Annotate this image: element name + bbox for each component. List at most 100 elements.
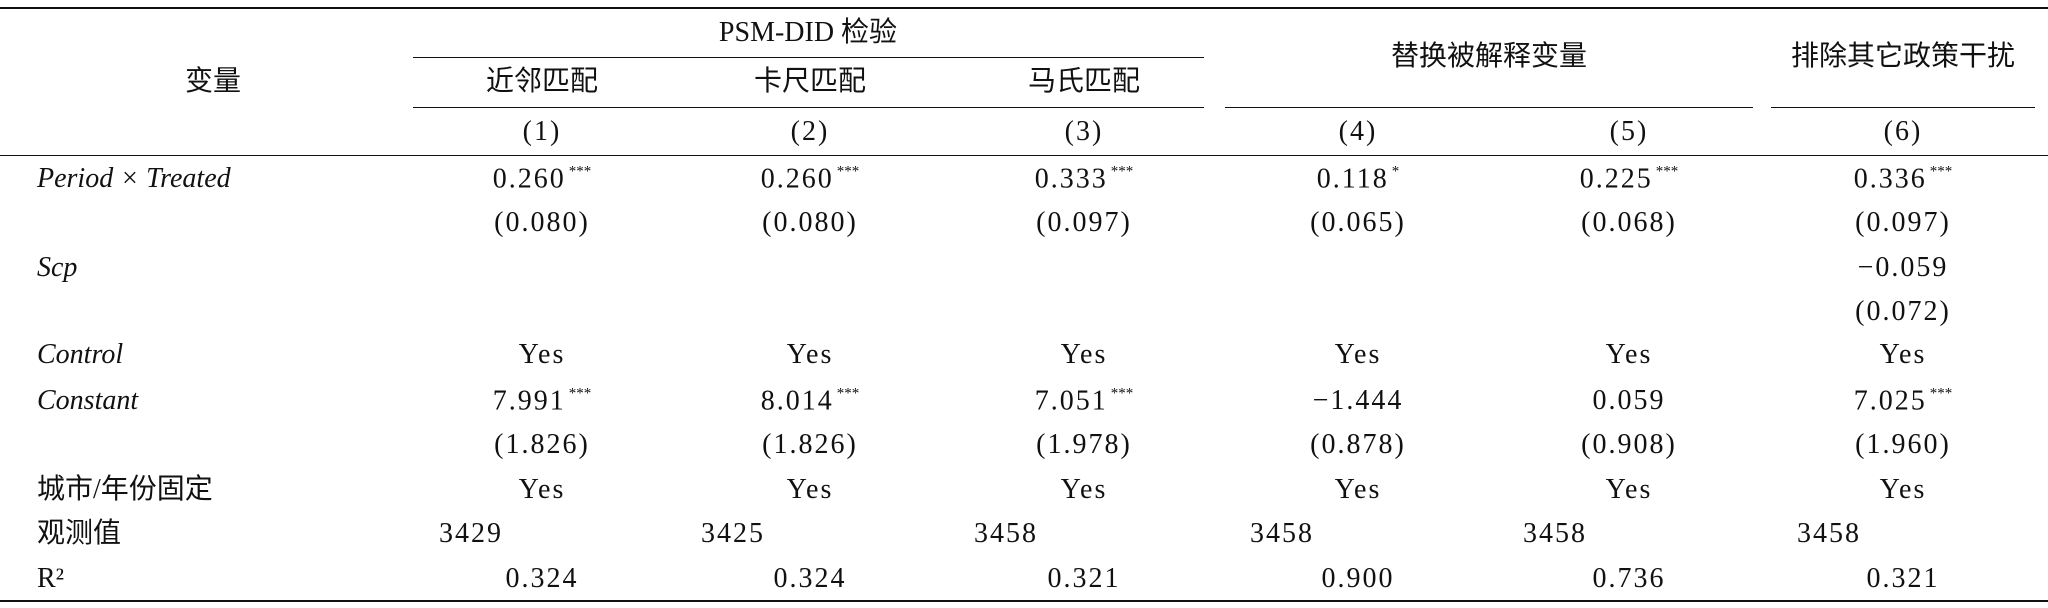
cell-value: 0.260 xyxy=(760,163,834,195)
table-cell: 0.736 xyxy=(1593,565,1666,593)
significance-stars: *** xyxy=(836,163,860,180)
cell-value: (0.080) xyxy=(494,207,590,238)
table-cell: 0.059 xyxy=(1593,387,1666,415)
bottom-rule xyxy=(0,600,2048,602)
cell-value: Yes xyxy=(518,474,566,505)
row-label: 城市/年份固定 xyxy=(37,474,213,505)
table-cell: Yes xyxy=(1061,341,1108,369)
cell-value: 7.025 xyxy=(1853,385,1927,417)
cell-value: 0.324 xyxy=(773,563,847,594)
table-cell: Yes xyxy=(1061,476,1108,504)
cell-value: −1.444 xyxy=(1312,385,1404,416)
cell-value: 0.321 xyxy=(1047,563,1121,594)
table-cell: 3429 xyxy=(439,520,503,548)
significance-stars: * xyxy=(1391,163,1400,180)
table-cell: (1.826) xyxy=(494,431,590,459)
cell-value: Yes xyxy=(1334,339,1382,370)
table-cell: 7.991 *** xyxy=(492,385,592,417)
table-cell: 0.321 xyxy=(1048,565,1121,593)
row-label: 观测值 xyxy=(37,518,122,549)
table-cell: −1.444 xyxy=(1313,387,1404,415)
group-rule xyxy=(413,57,1204,58)
cell-value: Yes xyxy=(1879,339,1927,370)
table-cell: (0.097) xyxy=(1036,209,1132,237)
table-cell: Yes xyxy=(519,476,566,504)
column-number: (1) xyxy=(522,116,562,147)
table-cell: (1.960) xyxy=(1855,431,1951,459)
table-cell: 3458 xyxy=(1797,520,1861,548)
header-rule xyxy=(0,155,2048,156)
table-cell: 0.118 * xyxy=(1316,163,1400,195)
cell-value: (1.826) xyxy=(762,429,858,460)
significance-stars: *** xyxy=(1929,163,1953,180)
table-cell: 0.324 xyxy=(506,565,579,593)
cell-value: Yes xyxy=(1879,474,1927,505)
group-rule xyxy=(1225,107,1753,108)
column-number: (6) xyxy=(1883,116,1923,147)
table-cell: (0.080) xyxy=(762,209,858,237)
column-number: (2) xyxy=(790,116,830,147)
table-cell: 3425 xyxy=(701,520,765,548)
table-cell: 0.336 *** xyxy=(1853,163,1953,195)
cell-value: (1.978) xyxy=(1036,429,1132,460)
table-cell: 0.260 *** xyxy=(492,163,592,195)
subheader-cell: 卡尺匹配 xyxy=(753,66,867,97)
cell-value: 7.991 xyxy=(492,385,566,417)
column-number: (3) xyxy=(1064,116,1104,147)
cell-value: 0.059 xyxy=(1592,385,1666,416)
cell-value: 0.260 xyxy=(492,163,566,195)
cell-value: (0.072) xyxy=(1855,296,1951,327)
cell-value: 0.336 xyxy=(1853,163,1927,195)
cell-value: −0.059 xyxy=(1857,252,1949,283)
cell-value: (0.097) xyxy=(1855,207,1951,238)
cell-value: 3458 xyxy=(974,518,1038,549)
header-cell: 排除其它政策干扰 xyxy=(1790,41,2016,72)
row-label: Control xyxy=(37,339,124,370)
table-cell: 0.900 xyxy=(1322,565,1395,593)
cell-value: (0.908) xyxy=(1581,429,1677,460)
cell-value: Yes xyxy=(1334,474,1382,505)
cell-value: 8.014 xyxy=(760,385,834,417)
cell-value: Yes xyxy=(518,339,566,370)
cell-value: Yes xyxy=(1605,339,1653,370)
table-cell: 3458 xyxy=(1523,520,1587,548)
table-cell: (1.826) xyxy=(762,431,858,459)
table-cell: (0.097) xyxy=(1855,209,1951,237)
cell-value: 3425 xyxy=(701,518,765,549)
cell-value: (0.097) xyxy=(1036,207,1132,238)
table-cell: (0.065) xyxy=(1310,209,1406,237)
row-label: R² xyxy=(37,563,65,594)
cell-value: (0.080) xyxy=(762,207,858,238)
table-cell: Yes xyxy=(787,341,834,369)
table-cell: 0.225 *** xyxy=(1579,163,1679,195)
column-number: (4) xyxy=(1338,116,1378,147)
cell-value: 0.736 xyxy=(1592,563,1666,594)
row-label: Scp xyxy=(37,252,78,283)
table-cell: 8.014 *** xyxy=(760,385,860,417)
table-cell: 3458 xyxy=(1250,520,1314,548)
significance-stars: *** xyxy=(568,163,592,180)
cell-value: 0.118 xyxy=(1316,163,1389,195)
cell-value: 0.321 xyxy=(1866,563,1940,594)
cell-value: (0.068) xyxy=(1581,207,1677,238)
cell-value: 0.225 xyxy=(1579,163,1653,195)
table-cell: Yes xyxy=(1880,476,1927,504)
table-cell: 0.333 *** xyxy=(1035,163,1134,194)
cell-value: 7.051 xyxy=(1034,385,1108,417)
column-number: (5) xyxy=(1609,116,1649,147)
table-cell: 7.051 *** xyxy=(1034,385,1134,417)
header-cell: PSM-DID 检验 xyxy=(718,17,898,48)
cell-value: 0.900 xyxy=(1321,563,1395,594)
cell-value: 0.324 xyxy=(505,563,579,594)
cell-value: 3458 xyxy=(1250,518,1314,549)
table-cell: 0.324 xyxy=(774,565,847,593)
cell-value: (1.960) xyxy=(1855,429,1951,460)
table-cell: −0.059 xyxy=(1858,254,1949,282)
row-label: Constant xyxy=(37,385,139,416)
cell-value: 3458 xyxy=(1523,518,1587,549)
significance-stars: *** xyxy=(1110,163,1134,180)
subheader-cell: 近邻匹配 xyxy=(485,66,599,97)
table-cell: Yes xyxy=(1880,341,1927,369)
table-cell: (0.908) xyxy=(1581,431,1677,459)
